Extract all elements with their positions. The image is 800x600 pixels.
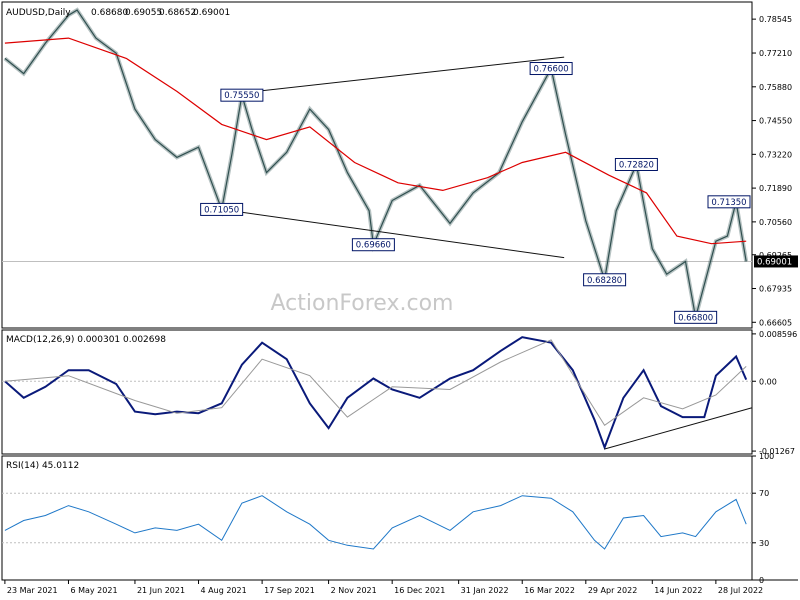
plot-layer: 0.71050 0.75550 0.69660 0.76600 0.68280 0.728…	[3, 7, 753, 550]
ohlc-low: 0.68652	[159, 8, 196, 18]
current-price-tag	[754, 255, 798, 268]
price-annotation-label: 0.71050	[204, 205, 239, 215]
price-annotation-label: 0.68280	[587, 276, 622, 286]
x-tick-label: 6 May 2021	[70, 586, 117, 595]
price-trendline	[221, 208, 565, 259]
price-annotation-label: 0.71350	[711, 198, 746, 208]
ohlc-high: 0.69055	[125, 8, 162, 18]
y-tick-label: 0.74550	[759, 117, 792, 126]
panel-frames	[1, 1, 798, 581]
grid-layer	[2, 260, 752, 544]
price-trendline	[221, 56, 565, 96]
price-annotation-box	[583, 273, 627, 287]
y-tick-label: 0.77210	[759, 49, 792, 58]
x-tick-label: 16 Mar 2022	[524, 586, 575, 595]
x-tick-label: 31 Jan 2022	[461, 586, 509, 595]
y-tick-label: 0.71890	[759, 184, 792, 193]
y-tick-label: 70	[759, 489, 769, 498]
price-annotation-box	[351, 238, 395, 252]
macd-trendline	[604, 407, 753, 450]
price-annotation-label: 0.66800	[678, 313, 713, 323]
macd-panel-title: MACD(12,26,9) 0.000301 0.002698	[6, 335, 166, 345]
price-annotation-box	[529, 62, 573, 76]
x-tick-label: 16 Dec 2021	[394, 586, 445, 595]
y-tick-label: 0.70560	[759, 218, 792, 227]
price-annotation-label: 0.72820	[619, 160, 654, 170]
y-tick-label: 100	[759, 452, 774, 461]
y-tick-label: 0.69265	[759, 251, 792, 260]
rsi-panel-title: RSI(14) 45.0112	[6, 461, 79, 471]
title-layer: AUDUSD,Daily 0.68680 0.69055 0.68652 0.6…	[6, 8, 230, 471]
x-tick-label: 23 Mar 2021	[7, 586, 58, 595]
price-annotation-box	[707, 195, 751, 209]
ohlc-open: 0.68680	[91, 8, 128, 18]
y-tick-label: 0.66605	[759, 318, 792, 327]
y-tick-label: -0.01267	[759, 447, 795, 456]
y-tick-label: 0.008596	[759, 330, 797, 339]
y-tick-label: 0.78545	[759, 15, 792, 24]
macd-signal-line	[4, 339, 747, 427]
moving-average-line	[4, 37, 747, 245]
watermark-layer: ActionForex.com	[271, 291, 454, 316]
y-tick-label: 0.75880	[759, 83, 792, 92]
price-series-line	[4, 9, 747, 318]
axis-layer: 0.78545 0.77210 0.75880 0.74550 0.73220 0.718…	[4, 15, 798, 595]
ohlc-close: 0.69001	[193, 8, 230, 18]
price-annotation-box	[200, 202, 244, 216]
macd-line	[4, 336, 748, 451]
y-tick-label: 0.00	[759, 377, 777, 386]
x-tick-label: 29 Apr 2022	[588, 586, 637, 595]
x-tick-label: 28 Jul 2022	[718, 586, 763, 595]
price-annotation-box	[220, 88, 264, 102]
price-annotation-box	[674, 310, 718, 324]
y-tick-label: 30	[759, 539, 769, 548]
price-annotation-box	[614, 157, 658, 171]
y-tick-label: 0.67935	[759, 285, 792, 294]
x-tick-label: 21 Jun 2021	[137, 586, 185, 595]
x-tick-label: 4 Aug 2021	[201, 586, 247, 595]
x-tick-label: 14 Jun 2022	[654, 586, 702, 595]
watermark: ActionForex.com	[271, 291, 454, 316]
x-tick-label: 2 Nov 2021	[331, 586, 377, 595]
y-tick-label: 0.73220	[759, 150, 792, 159]
panel-frame-1	[1, 329, 753, 455]
price-annotation-label: 0.69660	[356, 241, 391, 251]
price-chart-title: AUDUSD,Daily	[6, 8, 71, 18]
panel-frame-0	[1, 1, 753, 329]
current-price-label: 0.69001	[757, 257, 792, 267]
price-annotation-label: 0.76600	[534, 65, 569, 75]
y-tick-label: 0	[759, 576, 764, 585]
rsi-line	[4, 495, 747, 550]
price-annotation-label: 0.75550	[224, 91, 259, 101]
x-tick-label: 17 Sep 2021	[264, 586, 315, 595]
